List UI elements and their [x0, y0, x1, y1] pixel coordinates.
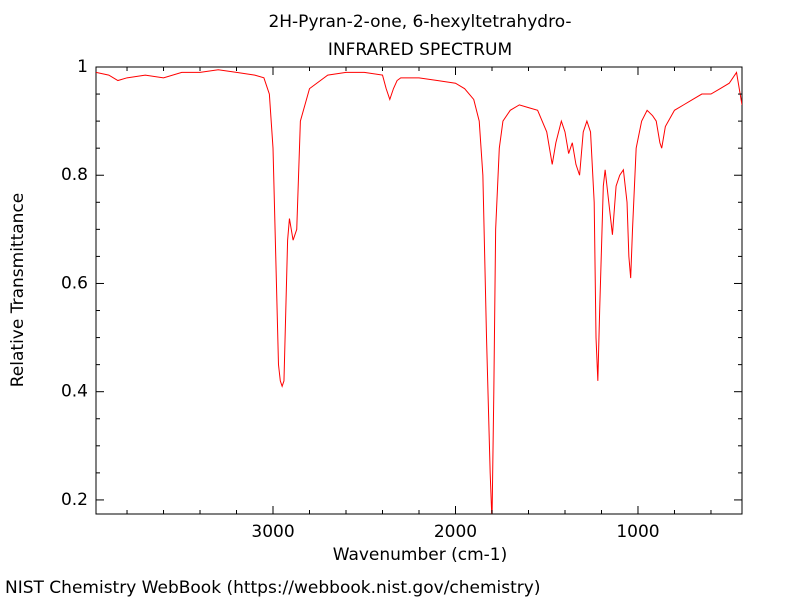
y-axis-label: Relative Transmittance [8, 193, 28, 388]
x-tick-label: 3000 [251, 522, 294, 542]
plot-area [96, 69, 742, 514]
x-tick-label: 1000 [616, 522, 659, 542]
x-tick-label: 2000 [434, 522, 477, 542]
y-tick-label: 0.2 [61, 490, 88, 510]
y-tick-label: 0.4 [61, 382, 88, 402]
plot-frame [95, 66, 743, 515]
y-tick-label: 0.6 [61, 273, 88, 293]
chart-title: 2H-Pyran-2-one, 6-hexyltetrahydro- [268, 12, 571, 32]
chart-subtitle: INFRARED SPECTRUM [328, 40, 512, 60]
x-axis-label: Wavenumber (cm-1) [333, 545, 508, 565]
spectrum-line [96, 69, 742, 514]
y-tick-label: 1 [77, 57, 88, 77]
footer: NIST Chemistry WebBook (https://webbook.… [5, 578, 540, 598]
y-tick-label: 0.8 [61, 165, 88, 185]
